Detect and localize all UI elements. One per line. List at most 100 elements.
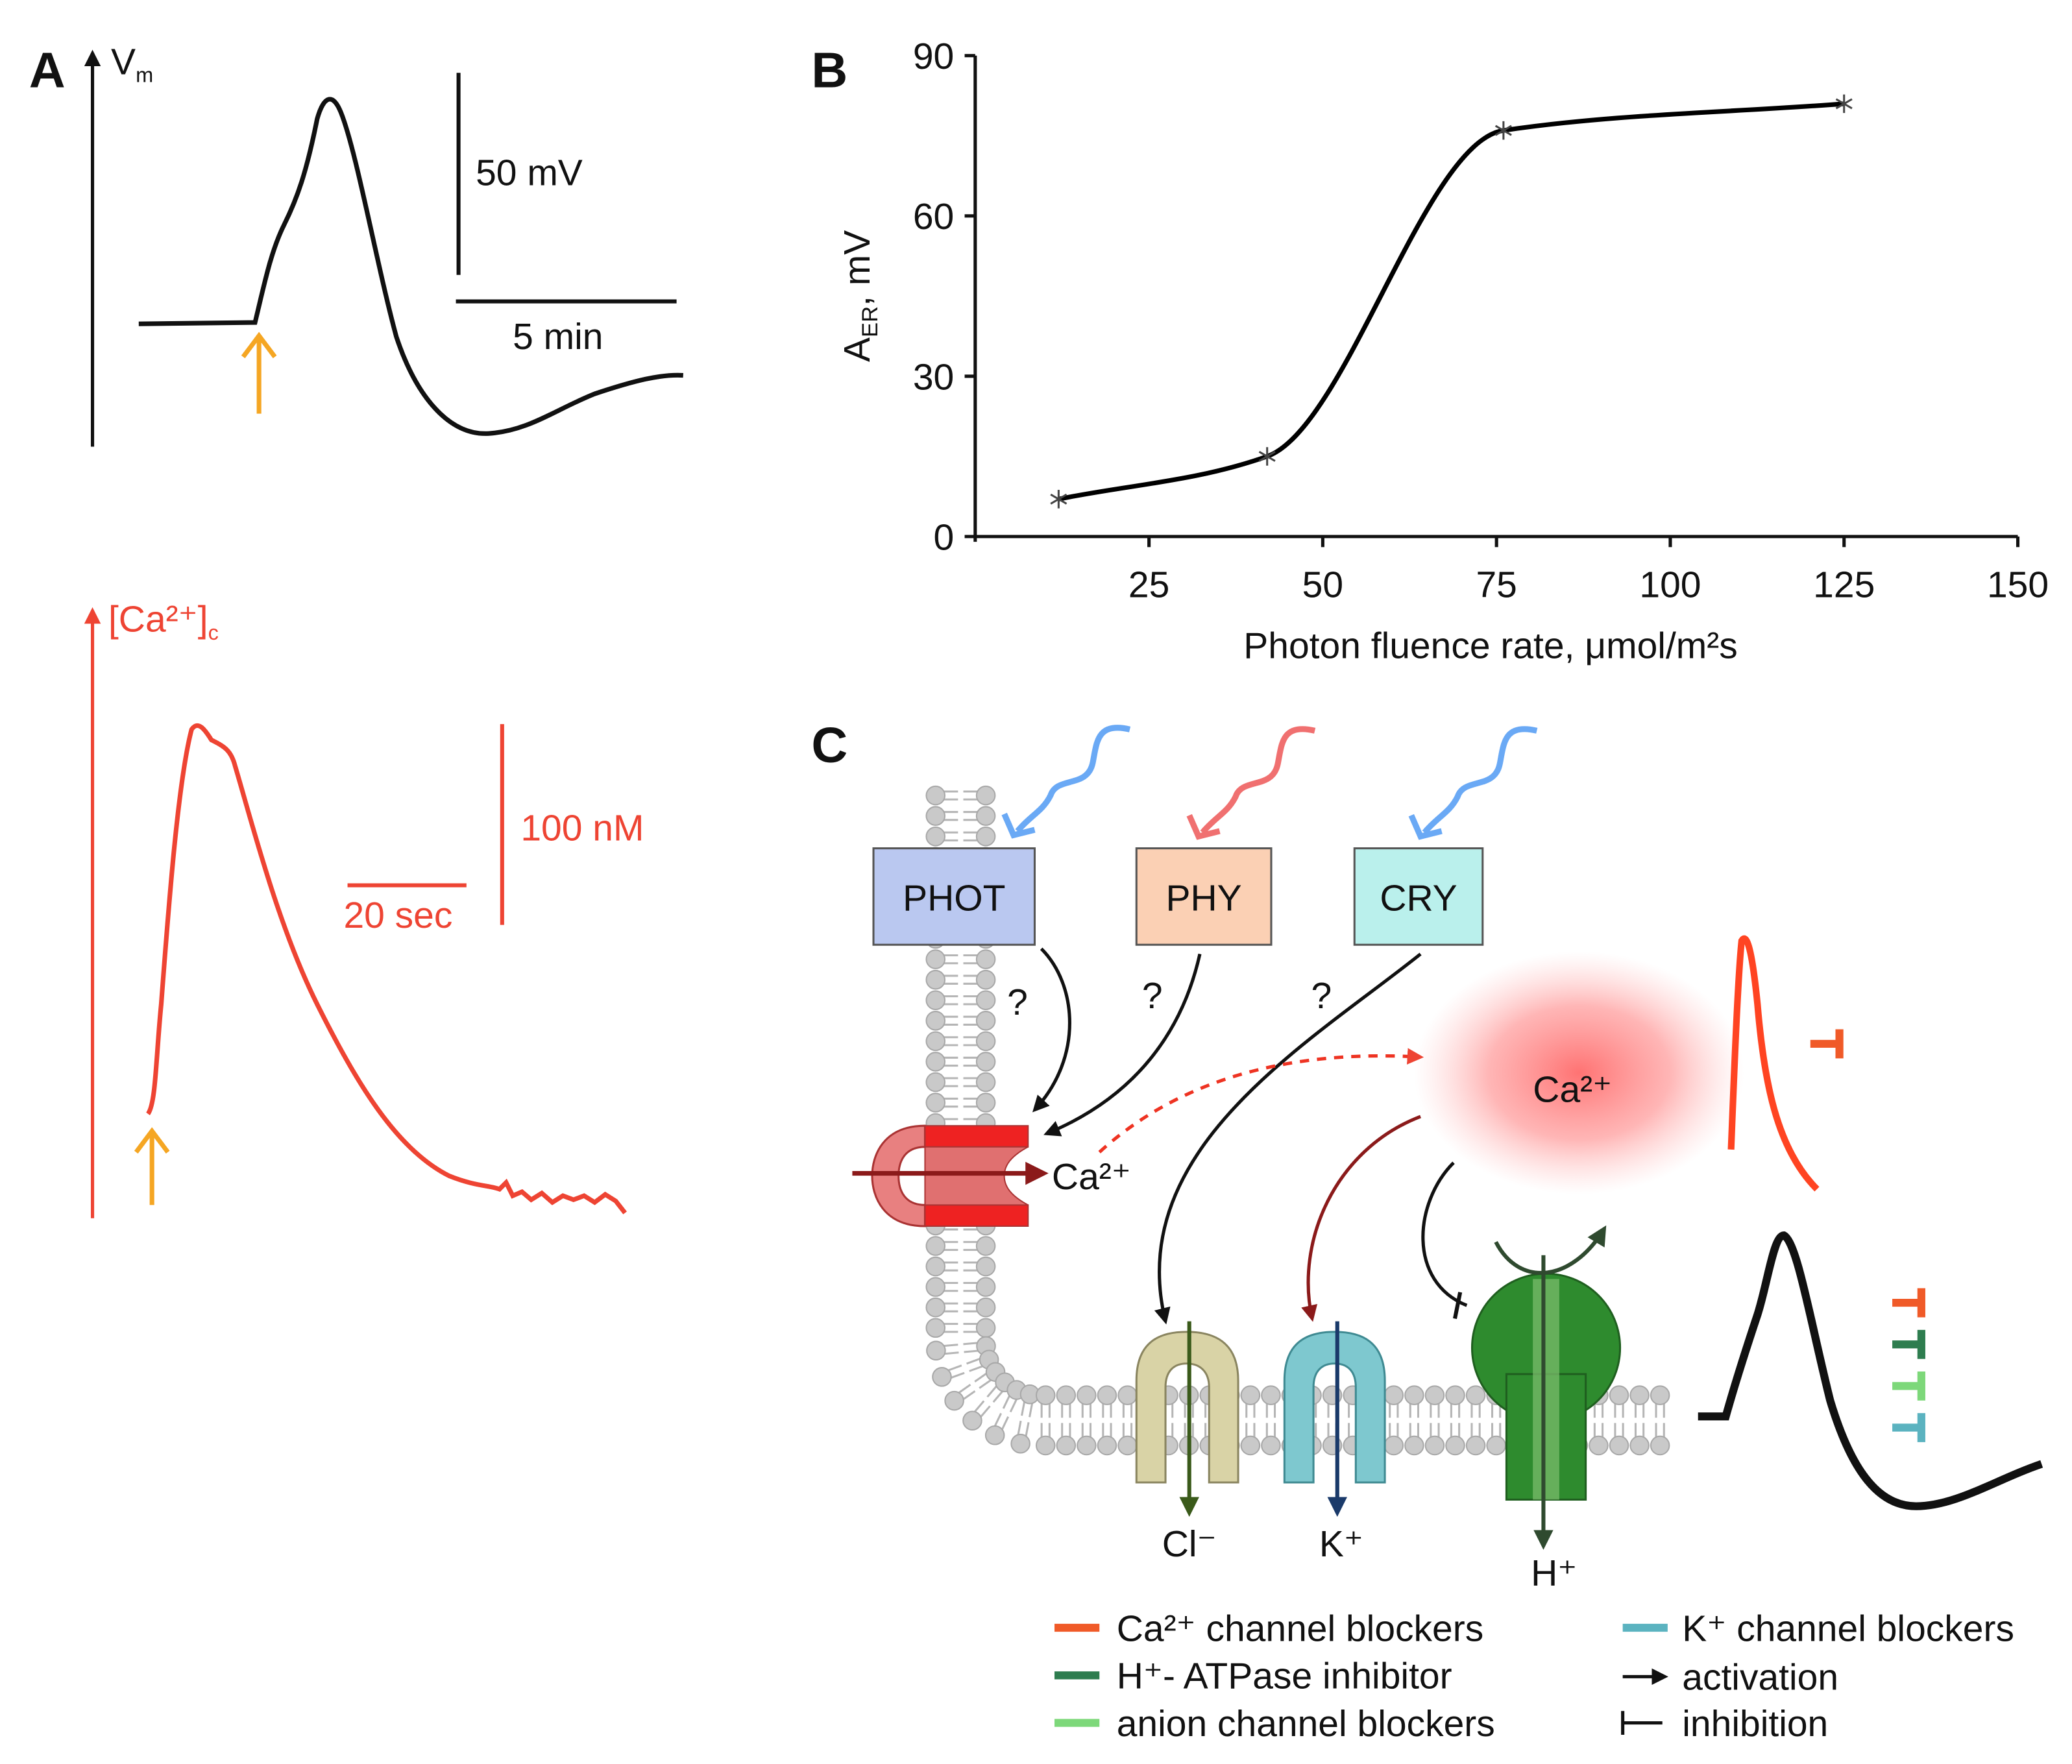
x-tick-label: 75: [1476, 564, 1517, 606]
panel-label: A: [29, 43, 66, 99]
lipid-head: [926, 1340, 946, 1361]
lipid-head: [1117, 1435, 1138, 1456]
lipid-head: [1383, 1435, 1404, 1456]
lipid-head: [1609, 1435, 1629, 1456]
lipid-head: [932, 1367, 952, 1387]
ca-channel: [924, 1146, 1029, 1206]
ion-label: Cl⁻: [1162, 1523, 1217, 1565]
light-wave-head: [1186, 814, 1221, 840]
lipid-tail: [1017, 1420, 1022, 1436]
photoreceptor: [872, 847, 1036, 946]
y-axis-label: AER, mV: [836, 230, 883, 362]
panel-label: C: [811, 718, 847, 773]
lipid-head: [925, 806, 946, 826]
x-tick-label: 100: [1639, 564, 1701, 606]
lipid-head: [1609, 1385, 1629, 1405]
lipid-tail: [962, 1390, 976, 1401]
ca-cloud-label: Ca²⁺: [1533, 1069, 1612, 1111]
activation-arrow: [1301, 1115, 1421, 1322]
vm-trace: [138, 97, 684, 436]
lipid-head: [975, 969, 996, 990]
lipid-tail: [947, 1364, 962, 1371]
photoreceptor: [1353, 847, 1484, 946]
h-atpase: [1533, 1279, 1559, 1500]
light-wave: [1200, 726, 1316, 835]
ion-label: K⁺: [1319, 1523, 1363, 1565]
legend-label: Ca²⁺ channel blockers: [1117, 1608, 1484, 1649]
lipid-head: [1486, 1435, 1506, 1456]
lipid-tail: [1021, 1401, 1026, 1416]
lipid-head: [1424, 1385, 1445, 1405]
lipid-head: [1589, 1435, 1609, 1456]
photoreceptor-label: CRY: [1380, 877, 1457, 919]
lipid-tail: [1009, 1398, 1018, 1413]
x-axis-label: Photon fluence rate, μmol/m²s: [1243, 625, 1738, 666]
lipid-head: [975, 1277, 996, 1297]
lipid-head: [975, 1256, 996, 1277]
photoreceptor-label: PHOT: [903, 877, 1005, 919]
legend-label: K⁺ channel blockers: [1682, 1608, 2014, 1649]
question-mark: ?: [1142, 975, 1163, 1017]
lipid-tail: [966, 1357, 981, 1365]
activation-arrow: [1154, 952, 1422, 1325]
activation-arrow: [1043, 953, 1202, 1137]
lipid-head: [1261, 1385, 1281, 1405]
ap-trace: [1698, 1231, 2043, 1510]
anion-channel: [1135, 1331, 1239, 1484]
panel-label: B: [811, 43, 847, 99]
lipid-head: [1240, 1435, 1261, 1456]
lipid-head: [975, 1011, 996, 1031]
activation-arrow: [1032, 947, 1071, 1113]
lipid-head: [975, 785, 996, 806]
lipid-head: [1424, 1435, 1445, 1456]
question-mark: ?: [1007, 982, 1028, 1023]
lipid-head: [925, 1318, 946, 1338]
scale-label: 5 min: [513, 316, 603, 357]
ca-sub: c: [208, 621, 219, 644]
scale-label: 100 nM: [520, 807, 644, 849]
y-tick-label: 60: [913, 196, 954, 237]
lipid-head: [962, 1410, 982, 1431]
lipid-head: [975, 1093, 996, 1113]
vm-axis-label: Vm: [111, 41, 153, 86]
lipid-tail: [979, 1379, 992, 1389]
lipid-head: [1465, 1385, 1486, 1405]
ca-trace: [146, 723, 628, 1214]
lipid-head: [925, 1072, 946, 1093]
ca-channel: [924, 1204, 1029, 1227]
photoreceptor-label: PHY: [1166, 877, 1242, 919]
point-stroke: [1050, 493, 1067, 505]
lipid-head: [925, 949, 946, 969]
ca-cloud: [1413, 951, 1744, 1195]
lipid-tail: [969, 1365, 984, 1372]
light-wave-head: [1408, 814, 1443, 840]
light-wave: [1015, 725, 1131, 834]
lipid-head: [1035, 1385, 1056, 1405]
lipid-head: [1445, 1435, 1465, 1456]
x-tick-label: 150: [1987, 564, 2049, 606]
ca-channel: [871, 1124, 926, 1227]
lipid-head: [1650, 1435, 1670, 1456]
lipid-head: [925, 1011, 946, 1031]
lipid-head: [1035, 1435, 1056, 1456]
lipid-head: [1261, 1435, 1281, 1456]
lipid-tail: [973, 1400, 985, 1413]
ca-spike-trace: [1727, 935, 1820, 1192]
diffusion-arrow: [1098, 1048, 1424, 1154]
lipid-head: [925, 1031, 946, 1052]
point: [1258, 447, 1276, 466]
stimulus-arrow-head: [134, 1127, 170, 1154]
lipid-head: [975, 1236, 996, 1256]
lipid-head: [1117, 1385, 1138, 1405]
lipid-head: [975, 1031, 996, 1052]
lipid-head: [925, 1277, 946, 1297]
ca-main: [Ca²⁺]: [108, 599, 208, 640]
lipid-tail: [963, 1342, 978, 1346]
lipid-tail: [1001, 1416, 1010, 1431]
y-label-sub: ER: [858, 306, 883, 337]
lipid-head: [1629, 1385, 1650, 1405]
lipid-head: [1404, 1435, 1424, 1456]
lipid-tail: [992, 1390, 1004, 1403]
lipid-head: [1650, 1385, 1670, 1405]
